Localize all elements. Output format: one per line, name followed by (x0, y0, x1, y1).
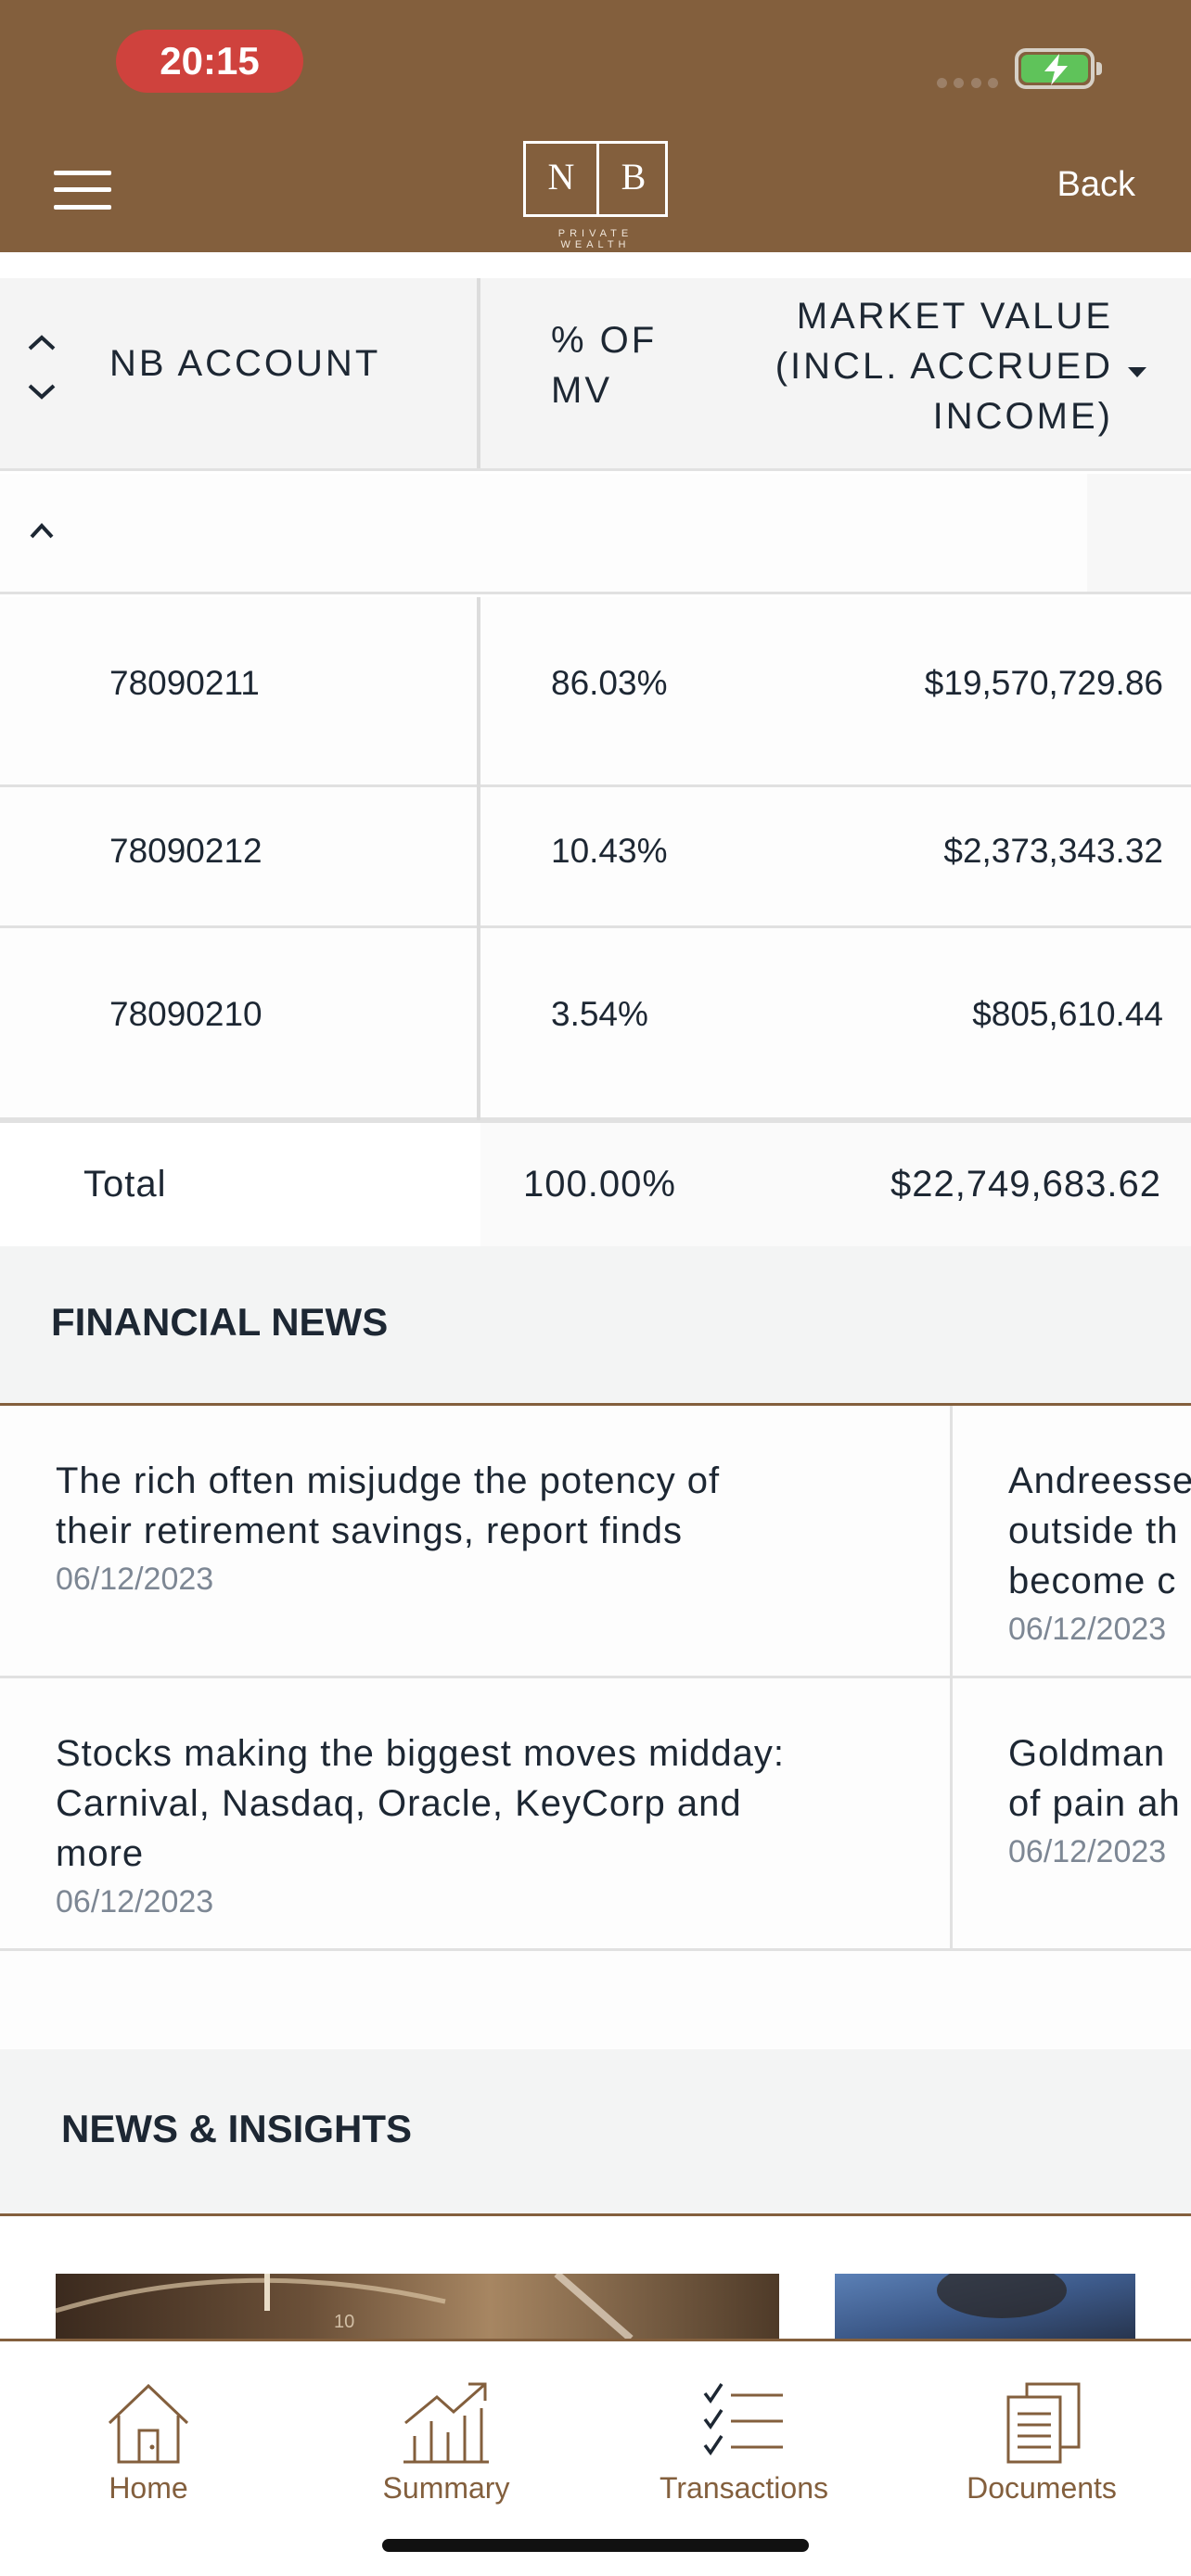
back-button[interactable]: Back (1057, 165, 1135, 204)
news-headline-line: their retirement savings, report finds (56, 1511, 684, 1551)
tab-label: Documents (967, 2471, 1117, 2505)
news-headline-line: of pain ah (1008, 1783, 1181, 1824)
total-pct: 100.00% (523, 1164, 676, 1205)
insight-image[interactable] (835, 2274, 1135, 2339)
nb-logo: N B PRIVATE WEALTH (523, 141, 668, 250)
table-row[interactable]: 78090212 10.43% $2,373,343.32 (0, 787, 1191, 928)
home-indicator[interactable] (382, 2539, 809, 2552)
tab-label: Transactions (660, 2471, 828, 2505)
news-card[interactable]: The rich often misjudge the potency of t… (0, 1406, 950, 1678)
section-spacer (0, 1951, 1191, 2049)
battery-icon (1015, 48, 1102, 89)
news-headline-line: Carnival, Nasdaq, Oracle, KeyCorp and (56, 1783, 742, 1824)
news-column-divider (950, 1406, 953, 1951)
table-row[interactable]: 78090211 86.03% $19,570,729.86 (0, 597, 1191, 787)
logo-letter-b: B (621, 156, 647, 198)
tab-home[interactable]: Home (37, 2380, 260, 2506)
bottom-tab-bar: Home Summary Transactions Documents (0, 2339, 1191, 2576)
account-market-value: $805,610.44 (972, 995, 1163, 1033)
news-headline-line: outside th (1008, 1511, 1179, 1551)
column-header-mv-line2: (INCL. ACCRUED (775, 346, 1113, 387)
column-header-mv-line1: MARKET VALUE (796, 296, 1113, 337)
hamburger-menu-icon[interactable] (54, 167, 111, 211)
column-header-mv-line3: INCOME) (932, 396, 1113, 437)
news-card[interactable]: Andreesse outside th become c 06/12/2023 (953, 1406, 1191, 1678)
news-headline-line: Goldman (1008, 1733, 1166, 1774)
news-date: 06/12/2023 (56, 1884, 214, 1919)
financial-news-header: FINANCIAL NEWS (0, 1246, 1191, 1406)
news-headline-line: become c (1008, 1561, 1177, 1601)
account-pct-mv: 10.43% (551, 832, 668, 870)
account-pct-mv: 3.54% (551, 995, 648, 1033)
account-market-value: $19,570,729.86 (924, 664, 1163, 702)
insight-image[interactable]: 10 (56, 2274, 779, 2339)
column-divider (477, 597, 480, 1120)
logo-letter-n: N (547, 156, 575, 198)
account-number: 78090210 (109, 995, 263, 1033)
home-icon (108, 2383, 189, 2464)
group-collapse-row[interactable] (0, 474, 1191, 594)
financial-news-grid (0, 1406, 1191, 1951)
documents-icon (1006, 2382, 1081, 2464)
column-header-market-value[interactable]: MARKET VALUE (INCL. ACCRUED INCOME) (631, 291, 1113, 441)
account-pct-mv: 86.03% (551, 664, 668, 702)
cellular-signal-icon (937, 78, 998, 88)
tab-summary[interactable]: Summary (335, 2380, 557, 2506)
sort-toggle-icon[interactable] (26, 326, 58, 410)
news-date: 06/12/2023 (1008, 1612, 1167, 1647)
logo-tagline: PRIVATE WEALTH (557, 228, 634, 250)
tab-label: Summary (382, 2471, 510, 2505)
table-total-row: Total 100.00% $22,749,683.62 (0, 1120, 1191, 1249)
account-number: 78090211 (109, 664, 260, 702)
tab-label: Home (109, 2471, 188, 2505)
column-divider (477, 278, 480, 468)
total-label: Total (83, 1164, 167, 1205)
news-headline-line: Andreesse (1008, 1460, 1191, 1501)
column-header-pct-mv-line1: % OF (551, 320, 658, 361)
app-header: 20:15 N B PRIVATE WEALTH Back (0, 0, 1191, 252)
news-date: 06/12/2023 (1008, 1834, 1167, 1869)
account-market-value: $2,373,343.32 (943, 832, 1163, 870)
news-card[interactable]: Stocks making the biggest moves midday: … (0, 1678, 950, 1951)
column-header-pct-mv-line2: MV (551, 370, 612, 411)
table-header (0, 278, 1191, 471)
chart-icon (403, 2382, 489, 2464)
news-date: 06/12/2023 (56, 1562, 214, 1597)
news-headline-line: more (56, 1833, 145, 1874)
total-value: $22,749,683.62 (890, 1164, 1161, 1205)
svg-text:10: 10 (334, 2312, 354, 2332)
status-time: 20:15 (116, 30, 303, 93)
tab-documents[interactable]: Documents (930, 2380, 1153, 2506)
column-header-pct-mv[interactable]: % OF MV (551, 315, 657, 415)
section-title: NEWS & INSIGHTS (61, 2107, 413, 2150)
news-headline-line: The rich often misjudge the potency of (56, 1460, 721, 1501)
sort-descending-icon (1128, 367, 1146, 377)
section-title: FINANCIAL NEWS (51, 1300, 389, 1344)
news-headline-line: Stocks making the biggest moves midday: (56, 1733, 786, 1774)
table-row[interactable]: 78090210 3.54% $805,610.44 (0, 928, 1191, 1120)
news-card[interactable]: Goldman of pain ah 06/12/2023 (953, 1678, 1191, 1951)
column-header-account[interactable]: NB ACCOUNT (109, 343, 381, 384)
tab-transactions[interactable]: Transactions (633, 2380, 855, 2506)
news-insights-header: NEWS & INSIGHTS (0, 2049, 1191, 2216)
checklist-icon (703, 2383, 783, 2456)
chevron-up-icon[interactable] (26, 516, 58, 544)
account-number: 78090212 (109, 832, 263, 870)
